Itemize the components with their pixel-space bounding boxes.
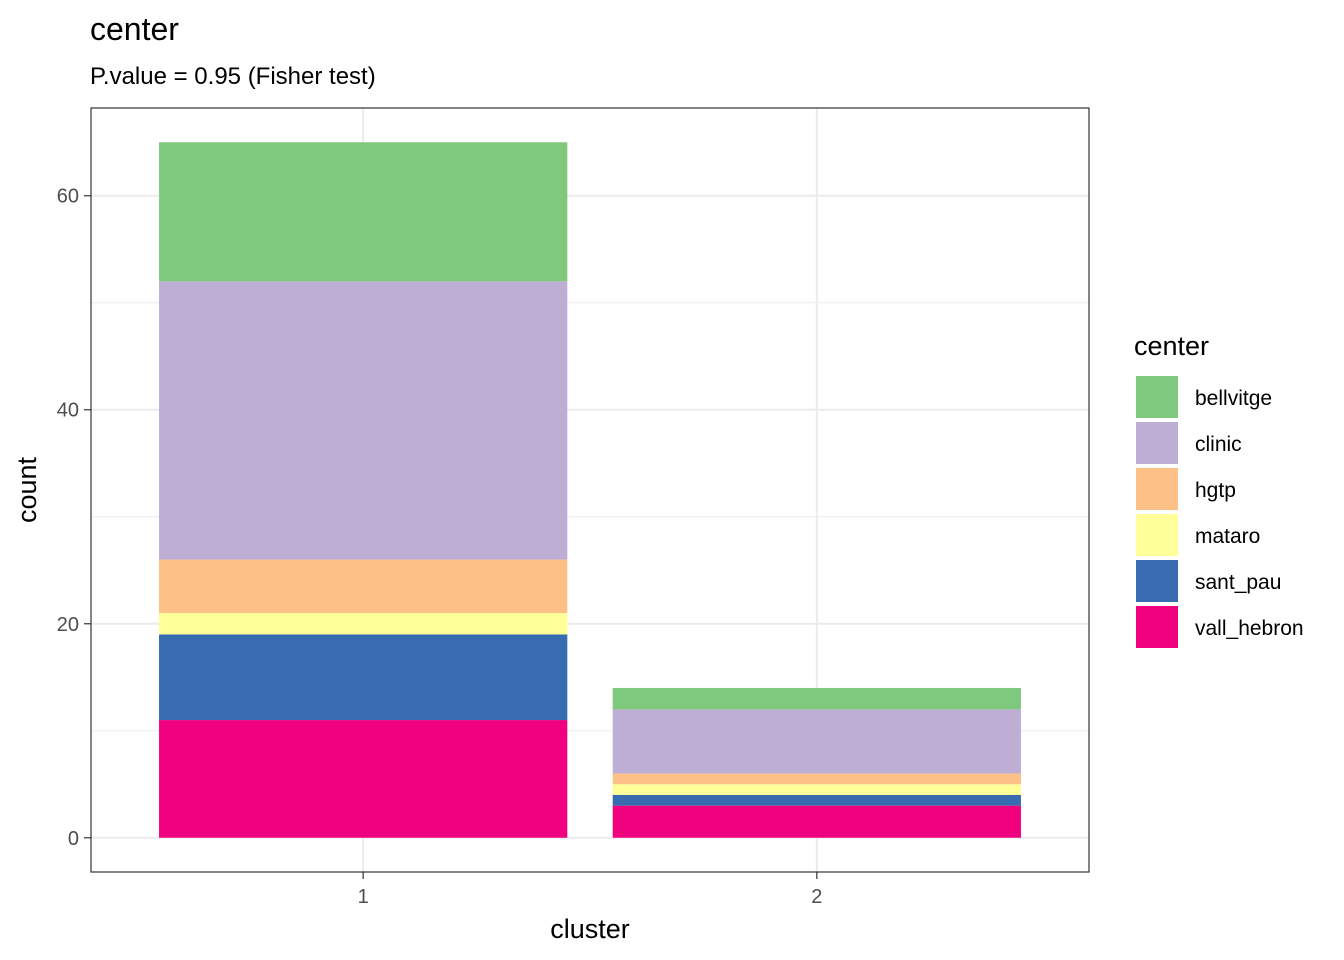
bar-segment-mataro-cluster-2 [612, 784, 1021, 795]
y-tick-label: 20 [57, 614, 79, 636]
bar-segment-hgtp-cluster-2 [612, 773, 1021, 785]
axes: 0 20 40 60 1 2 [57, 186, 823, 908]
bar-segment-mataro-cluster-1 [159, 613, 568, 635]
legend-key-mataro [1136, 514, 1178, 556]
legend: center bellvitge clinic hgtp mataro sant_pau… [1134, 331, 1304, 648]
x-tick-label: 1 [358, 886, 369, 908]
legend-key-sant_pau [1136, 560, 1178, 602]
legend-label-vall_hebron: vall_hebron [1195, 617, 1304, 640]
legend-label-hgtp: hgtp [1195, 479, 1236, 502]
legend-label-sant_pau: sant_pau [1195, 571, 1281, 594]
legend-label-bellvitge: bellvitge [1195, 387, 1272, 410]
y-tick-label: 40 [57, 400, 79, 422]
bar-segment-hgtp-cluster-1 [159, 559, 568, 614]
bar-segment-sant_pau-cluster-1 [159, 634, 568, 721]
bars [159, 142, 1021, 838]
y-axis-title: count [12, 456, 42, 523]
bar-segment-bellvitge-cluster-2 [612, 687, 1021, 710]
bar-segment-vall_hebron-cluster-2 [612, 805, 1021, 838]
bar-segment-clinic-cluster-2 [612, 709, 1021, 774]
legend-key-vall_hebron [1136, 606, 1178, 648]
y-tick-label: 60 [57, 186, 79, 208]
y-tick-label: 0 [68, 828, 79, 850]
legend-label-clinic: clinic [1195, 433, 1242, 456]
x-tick-label: 2 [811, 886, 822, 908]
chart-subtitle: P.value = 0.95 (Fisher test) [90, 63, 376, 90]
bar-segment-bellvitge-cluster-1 [159, 142, 568, 282]
legend-key-clinic [1136, 422, 1178, 464]
bar-segment-sant_pau-cluster-2 [612, 794, 1021, 806]
chart-title: center [90, 11, 179, 47]
legend-key-hgtp [1136, 468, 1178, 510]
legend-title: center [1134, 331, 1209, 361]
bar-segment-vall_hebron-cluster-1 [159, 720, 568, 838]
bar-segment-clinic-cluster-1 [159, 281, 568, 560]
legend-label-mataro: mataro [1195, 525, 1260, 548]
panel-border [90, 107, 1090, 873]
legend-key-bellvitge [1136, 376, 1178, 418]
x-axis-title: cluster [550, 914, 630, 944]
